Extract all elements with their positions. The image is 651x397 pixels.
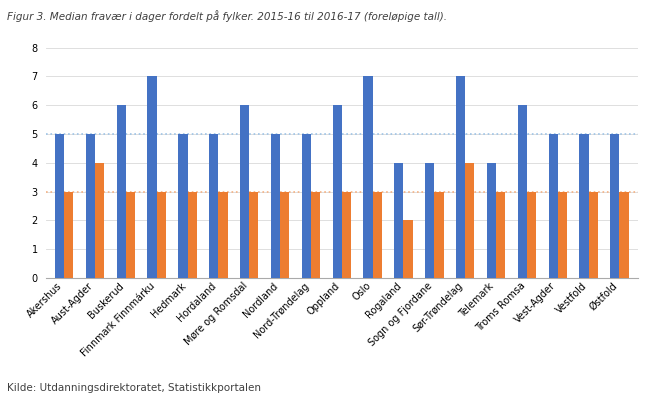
Bar <box>301 134 311 278</box>
Bar <box>527 192 536 278</box>
Bar <box>86 134 95 278</box>
Bar <box>363 76 372 278</box>
Bar <box>147 76 157 278</box>
Bar <box>240 105 249 278</box>
Bar <box>589 192 598 278</box>
Bar <box>117 105 126 278</box>
Bar <box>465 163 475 278</box>
Bar <box>271 134 280 278</box>
Bar <box>496 192 505 278</box>
Bar <box>549 134 558 278</box>
Text: Kilde: Utdanningsdirektoratet, Statistikkportalen: Kilde: Utdanningsdirektoratet, Statistik… <box>7 383 260 393</box>
Bar <box>187 192 197 278</box>
Text: Figur 3. Median fravær i dager fordelt på fylker. 2015-16 til 2016-17 (foreløpig: Figur 3. Median fravær i dager fordelt p… <box>7 10 447 22</box>
Bar <box>518 105 527 278</box>
Bar <box>610 134 620 278</box>
Bar <box>209 134 218 278</box>
Bar <box>55 134 64 278</box>
Bar <box>95 163 104 278</box>
Bar <box>333 105 342 278</box>
Bar <box>579 134 589 278</box>
Bar <box>342 192 351 278</box>
Bar <box>487 163 496 278</box>
Bar <box>280 192 289 278</box>
Bar <box>218 192 228 278</box>
Bar <box>249 192 258 278</box>
Bar <box>311 192 320 278</box>
Bar <box>425 163 434 278</box>
Bar <box>157 192 166 278</box>
Bar <box>620 192 629 278</box>
Bar <box>558 192 567 278</box>
Bar <box>434 192 443 278</box>
Bar <box>126 192 135 278</box>
Bar <box>395 163 404 278</box>
Bar <box>372 192 382 278</box>
Bar <box>178 134 187 278</box>
Bar <box>404 220 413 278</box>
Bar <box>64 192 74 278</box>
Bar <box>456 76 465 278</box>
